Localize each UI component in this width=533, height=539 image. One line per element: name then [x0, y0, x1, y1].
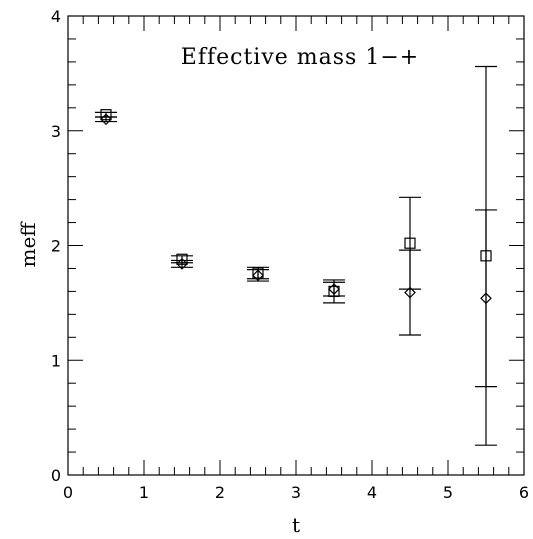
x-tick-label: 5 [443, 483, 453, 502]
x-tick-label: 6 [519, 483, 529, 502]
y-tick-label: 3 [51, 122, 61, 141]
x-tick-label: 0 [63, 483, 73, 502]
y-tick-label: 2 [51, 237, 61, 256]
y-tick-label: 4 [51, 7, 61, 26]
diamond-marker [252, 269, 264, 282]
diamond-marker [404, 286, 416, 299]
y-tick-label: 1 [51, 351, 61, 370]
x-axis-label: t [292, 513, 300, 537]
data-marks [95, 65, 497, 446]
chart-title: Effective mass 1−+ [181, 45, 419, 70]
x-tick-label: 2 [215, 483, 225, 502]
diamond-marker [100, 113, 112, 126]
diamond-marker [176, 258, 188, 270]
y-tick-label: 0 [51, 466, 61, 485]
square-marker [404, 237, 416, 249]
x-tick-label: 1 [139, 483, 149, 502]
x-tick-label: 3 [291, 483, 301, 502]
tick-labels: 0 1 2 3 4 5 6 0 1 2 3 4 [51, 7, 529, 502]
axis-ticks [67, 15, 525, 476]
diamond-marker [480, 292, 492, 305]
plot-frame [67, 15, 525, 476]
diamond-marker [328, 283, 340, 295]
y-axis-label: meff [16, 221, 40, 268]
x-tick-label: 4 [367, 483, 377, 502]
